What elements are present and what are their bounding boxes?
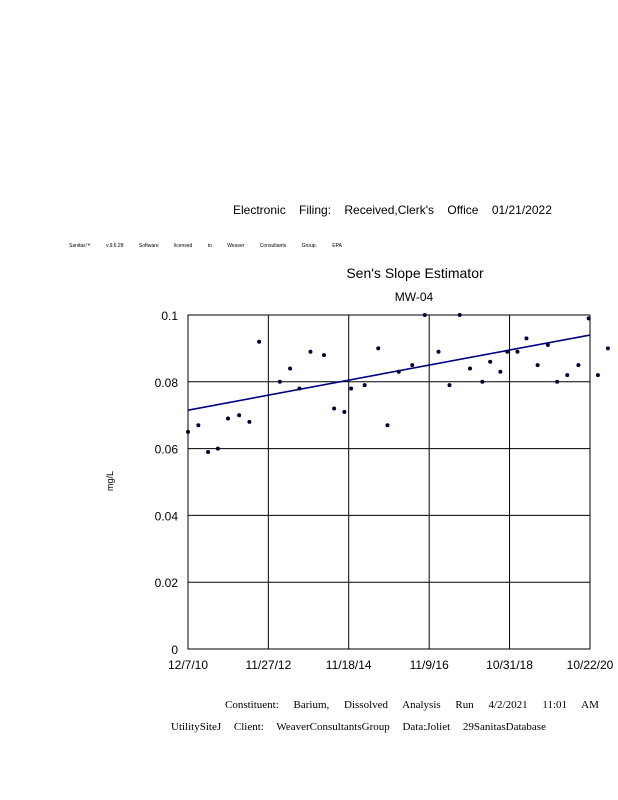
data-point: [349, 386, 354, 391]
data-point: [237, 413, 242, 418]
data-point: [247, 419, 252, 424]
sens-slope-chart: Sen's Slope Estimator MW-04 mg/L 0 0.02 0.…: [105, 265, 614, 672]
data-point: [422, 313, 427, 317]
data-point: [206, 449, 211, 454]
data-point: [321, 353, 326, 358]
data-point: [457, 313, 462, 317]
x-tick-label: 11/18/14: [326, 658, 372, 672]
data-point: [362, 383, 367, 388]
y-tick-label: 0.1: [161, 309, 178, 323]
data-point: [376, 346, 381, 351]
y-axis-label: mg/L: [105, 471, 115, 491]
x-tick-label: 10/31/18: [486, 658, 533, 672]
y-tick-label: 0.06: [155, 443, 179, 457]
footer-constituent: Constituent: Barium, Dissolved Analysis …: [225, 699, 599, 711]
data-point: [555, 379, 560, 384]
data-point: [288, 366, 293, 371]
plot-frame: [187, 314, 591, 650]
filing-stamp: Electronic Filing: Received,Clerk's Offi…: [233, 203, 552, 217]
data-point: [308, 349, 313, 354]
data-point: [605, 346, 610, 351]
data-point: [488, 359, 493, 364]
x-tick-label: 11/27/12: [245, 658, 291, 672]
chart-title: Sen's Slope Estimator: [346, 265, 484, 281]
data-point: [505, 349, 510, 354]
data-point: [498, 369, 503, 374]
data-point: [565, 373, 570, 378]
chart-subtitle: MW-04: [395, 290, 434, 304]
data-point: [186, 429, 190, 434]
data-point: [480, 379, 485, 384]
tick-labels: 0 0.02 0.04 0.06 0.08 0.1 12/7/10 11/27/12 11/18…: [155, 309, 614, 672]
y-tick-label: 0.08: [155, 376, 179, 390]
data-point: [410, 363, 415, 368]
data-point: [277, 379, 282, 384]
data-point: [257, 339, 262, 344]
data-point: [595, 373, 600, 378]
data-point: [297, 386, 302, 391]
data-point: [196, 423, 201, 428]
data-point: [342, 409, 347, 414]
software-license-line: Sanitas™ v.9.6.28 Software licensed to W…: [69, 243, 342, 249]
data-point: [396, 369, 401, 374]
trend-layer: [187, 334, 591, 411]
data-point: [385, 423, 390, 428]
x-tick-label: 12/7/10: [168, 658, 208, 672]
sens-slope-trend-line: [187, 334, 591, 411]
y-tick-label: 0.04: [155, 509, 179, 523]
data-point: [447, 383, 452, 388]
grid: [187, 314, 591, 650]
data-point: [586, 316, 591, 321]
data-point: [332, 406, 337, 411]
data-point: [545, 343, 550, 348]
data-point: [436, 349, 441, 354]
data-point: [576, 363, 581, 368]
x-tick-label: 10/22/20: [567, 658, 614, 672]
data-point: [215, 446, 220, 451]
data-point: [524, 336, 529, 341]
y-tick-label: 0: [171, 643, 178, 657]
data-points: [186, 313, 610, 454]
data-point: [467, 366, 472, 371]
data-point: [515, 349, 520, 354]
y-tick-label: 0.02: [155, 576, 179, 590]
data-point: [535, 363, 540, 368]
footer-client: UtilitySiteJ Client: WeaverConsultantsGr…: [171, 721, 546, 733]
data-point: [226, 416, 231, 421]
x-tick-label: 11/9/16: [410, 658, 449, 672]
